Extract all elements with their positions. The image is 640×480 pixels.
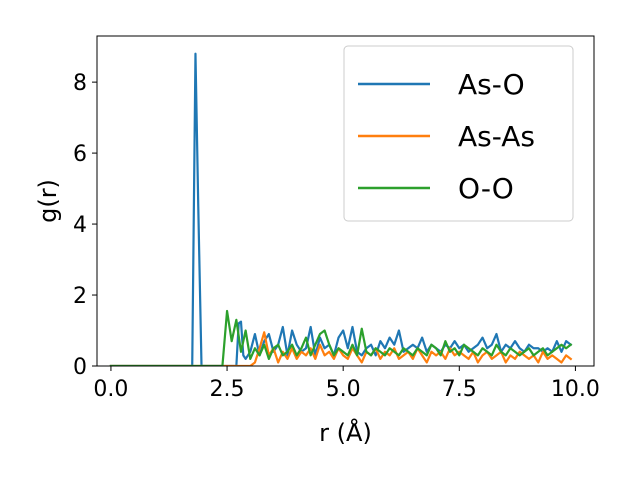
x-tick-label: 2.5	[210, 377, 245, 402]
plot-frame	[96, 35, 595, 367]
y-tick-label: 8	[73, 71, 87, 96]
y-tick-label: 2	[73, 284, 87, 309]
legend-label-as-as: As-As	[458, 120, 535, 153]
legend-frame	[343, 45, 574, 222]
legend: As-O As-As O-O	[343, 45, 574, 222]
x-tick-label: 5.0	[326, 377, 361, 402]
series-line-as-o	[109, 52, 573, 366]
x-tick-label: 7.5	[442, 377, 477, 402]
y-tick-label: 0	[73, 355, 87, 380]
series-line-o-o	[109, 309, 573, 366]
x-axis-label: r (Å)	[319, 418, 372, 447]
y-tick-label: 6	[73, 142, 87, 167]
series-layer	[109, 52, 573, 366]
x-tick-label: 10.0	[551, 377, 600, 402]
legend-label-as-o: As-O	[458, 68, 525, 101]
x-tick-label: 0.0	[93, 377, 128, 402]
legend-label-o-o: O-O	[458, 172, 514, 205]
axes-layer: 0.0 2.5 5.0 7.5 10.0 0 2 4 6 8	[73, 35, 600, 402]
y-tick-label: 4	[73, 213, 87, 238]
y-axis-label: g(r)	[34, 179, 62, 223]
